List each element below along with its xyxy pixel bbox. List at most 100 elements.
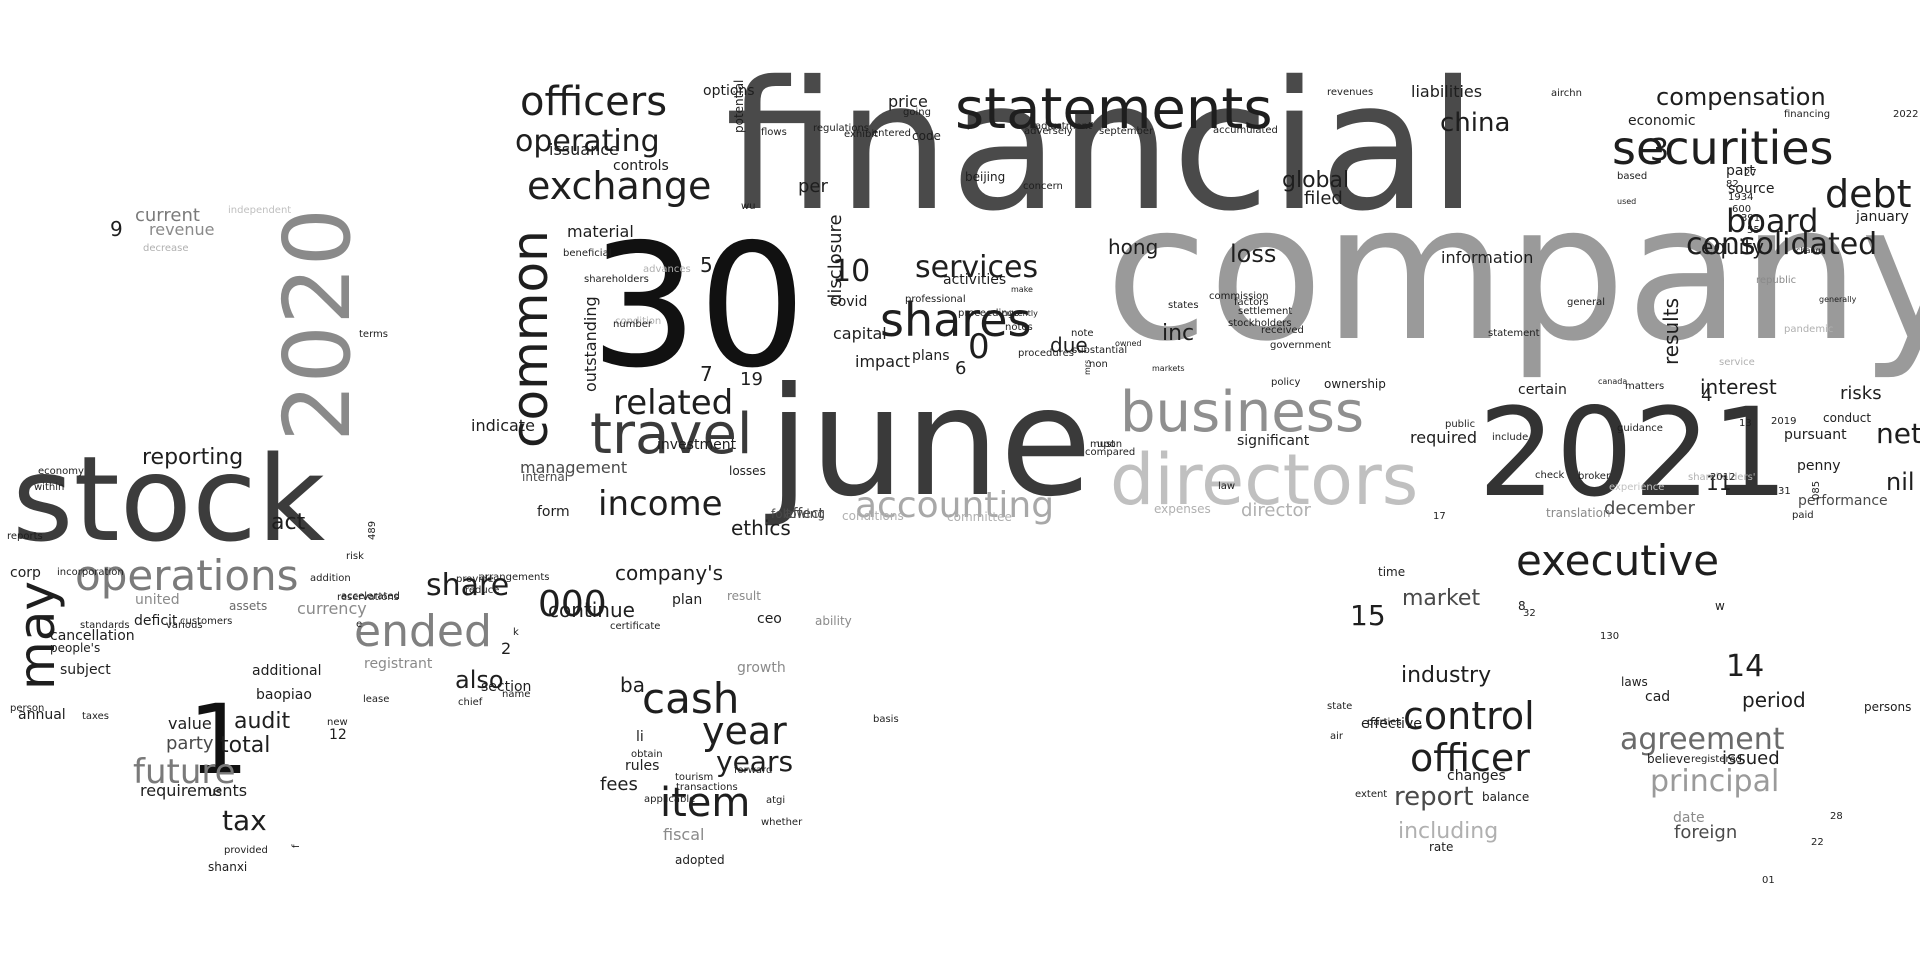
word: tourism [675,772,714,783]
word: equity [1701,235,1764,259]
word: information [1441,248,1534,267]
word: 5 [700,253,713,277]
word: flows [761,127,787,138]
word: plans [912,348,950,364]
word: filed [1304,188,1343,209]
word: 2 [501,639,512,658]
word: china [1440,108,1511,138]
word: directors [1110,439,1419,521]
word: capital [833,324,887,343]
word: exhibit [844,129,879,140]
word: ended [354,606,492,657]
word: policy [1271,377,1301,388]
word: growth [737,660,786,676]
word: control [1403,694,1535,738]
word: stock [12,430,326,568]
word: 8 [1518,599,1526,613]
word: report [1394,782,1474,812]
word: 391 [1741,213,1761,224]
word: officers [520,79,668,125]
word: 2021 [1478,382,1789,524]
word: risks [1840,383,1882,404]
word: baopiao [256,687,312,703]
word: condition [615,316,662,327]
word: customers [180,616,233,627]
word: government [1270,340,1331,351]
word: commission [1209,291,1269,302]
word: accelerated [341,591,400,602]
word: f [291,844,302,848]
word: non [1089,359,1108,370]
word: law [1218,481,1236,492]
word: substantial [1072,345,1128,356]
word: net [1876,417,1920,450]
word: rules [625,758,660,774]
word: based [1617,171,1648,182]
word: ba [620,673,645,697]
word: additional [252,663,322,679]
word: accounting [855,485,1055,526]
word: global [1282,168,1350,193]
word: persons [1864,700,1912,714]
word: 22 [1811,837,1824,848]
word: annual [18,707,66,723]
word: inc [1162,321,1195,346]
word: w [1715,599,1725,613]
word: e [356,619,363,630]
word: 2012 [1710,472,1736,483]
word: financing [1784,109,1831,120]
word: losses [729,464,766,478]
word: markets [1152,364,1185,373]
word: must [1090,439,1116,450]
word: registered [1691,754,1742,765]
word: company [1105,164,1920,383]
word: 15 [1350,599,1386,632]
word: consolidated [1686,227,1878,262]
word: 2020 [264,207,371,442]
word: advances [643,264,691,275]
word: required [1410,428,1478,447]
word: united [135,592,180,608]
word: 0 [968,327,990,367]
word: item [660,780,751,826]
word: revenues [1327,87,1374,98]
word: people's [50,641,101,655]
word: notes [1005,322,1033,333]
word: 14 [1726,649,1765,684]
word: 19 [740,369,763,390]
word: 085 [1811,480,1822,500]
word: owned [1115,339,1142,348]
word: code [912,129,941,143]
word: balance [1482,790,1530,804]
word: following [771,507,825,521]
word: source [1728,181,1775,197]
word: business [1120,380,1365,445]
word: statements [955,77,1273,142]
word: shareholders [584,274,649,285]
word: 11 [1706,471,1732,495]
word: 32 [1523,608,1536,619]
word: k [513,627,519,638]
word: director [1241,500,1311,521]
word: ownership [1324,377,1386,391]
word: broker [1578,471,1611,482]
word: currency [297,599,367,618]
word: ceo [757,611,782,627]
word: future [133,752,236,792]
word: include [1492,432,1529,443]
word: liabilities [1411,82,1483,101]
word: share [426,568,510,603]
word: current [135,205,200,226]
word: generally [1819,295,1857,304]
word: penny [1797,458,1841,474]
word: company's [615,561,724,585]
word: cash [642,674,740,723]
word: due [1050,333,1088,357]
word: period [1742,688,1806,712]
word: executive [1516,536,1720,585]
word: applicable [644,794,696,805]
word: fiscal [663,825,705,844]
word: market [1402,586,1481,611]
word: fees [600,774,638,795]
word: obtain [631,749,663,760]
